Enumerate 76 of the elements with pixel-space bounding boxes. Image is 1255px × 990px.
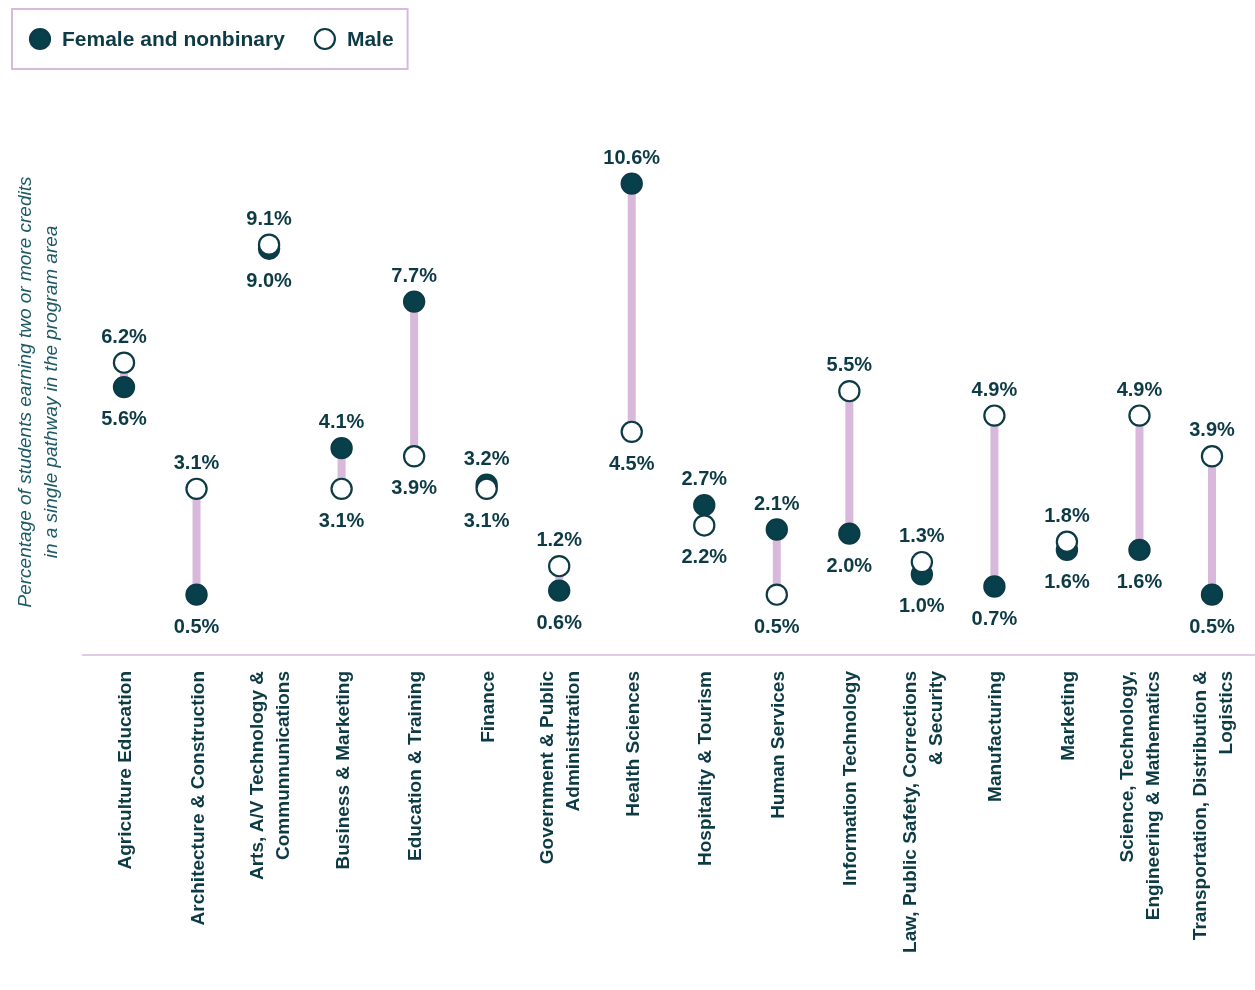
- data-label: 4.1%: [318, 410, 365, 433]
- data-label: 4.9%: [1116, 377, 1163, 400]
- data-label: 2.1%: [754, 491, 800, 514]
- point: [983, 575, 1006, 598]
- data-label: 9.0%: [246, 268, 293, 291]
- x-tick-label: Business & Marketing: [331, 671, 353, 870]
- point: [693, 493, 716, 517]
- legend-label: Male: [346, 27, 394, 50]
- point: [330, 436, 353, 460]
- data-label: 1.0%: [899, 594, 945, 617]
- data-label: 3.1%: [318, 508, 365, 531]
- data-label: 1.3%: [899, 524, 945, 547]
- data-label: 0.5%: [754, 614, 800, 637]
- point: [838, 379, 861, 403]
- data-label: 1.6%: [1044, 569, 1090, 592]
- x-tick-label: Health Sciences: [621, 671, 643, 817]
- point: [330, 477, 353, 500]
- data-label: 10.6%: [603, 145, 661, 168]
- point: [620, 172, 643, 195]
- point: [1128, 538, 1151, 562]
- data-label: 0.6%: [536, 610, 583, 633]
- point: [185, 583, 208, 606]
- data-label: 2.2%: [681, 545, 728, 568]
- x-tick-label: Law, Public Safety, Corrections & Security: [898, 670, 946, 953]
- x-tick-label: Manufacturing: [984, 671, 1006, 802]
- point: [1128, 404, 1151, 427]
- data-label: 4.5%: [608, 451, 655, 474]
- x-tick-label: Education & Training: [404, 671, 426, 862]
- point: [1200, 583, 1224, 606]
- x-tick-label: Agriculture Education: [114, 671, 135, 870]
- x-tick-label: Marketing: [1056, 671, 1078, 761]
- data-label: 5.5%: [826, 353, 873, 376]
- data-label: 1.8%: [1044, 503, 1090, 526]
- point: [1055, 530, 1079, 553]
- point: [1200, 445, 1224, 468]
- x-tick-label: Finance: [476, 671, 498, 743]
- point: [402, 445, 426, 468]
- data-label: 3.2%: [463, 446, 510, 469]
- point: [765, 518, 788, 541]
- data-label: 2.7%: [681, 467, 728, 490]
- data-label: 0.5%: [173, 614, 220, 637]
- data-label: 3.9%: [1189, 418, 1236, 441]
- point: [402, 290, 426, 313]
- data-label: 6.2%: [101, 324, 148, 347]
- point: [838, 522, 861, 545]
- data-label: 3.1%: [173, 450, 220, 473]
- legend-label: Female and nonbinary: [62, 27, 286, 50]
- x-tick-label: Science, Technology, Engineering & Mathematics: [1116, 671, 1164, 921]
- point: [910, 550, 934, 574]
- x-tick-label: Government & Public Administtration: [536, 670, 584, 865]
- data-label: 9.1%: [246, 206, 293, 229]
- data-label: 1.6%: [1116, 569, 1163, 592]
- x-tick-label: Information Technology: [839, 670, 861, 886]
- point: [983, 404, 1006, 427]
- data-label: 0.7%: [971, 606, 1018, 629]
- point: [548, 579, 571, 602]
- data-label: 2.0%: [826, 553, 873, 576]
- x-tick-label: Transportation, Distribution & Logistics: [1189, 670, 1236, 941]
- point: [765, 583, 788, 606]
- point: [693, 514, 716, 537]
- point: [620, 420, 643, 444]
- data-label: 3.1%: [463, 508, 510, 531]
- data-label: 4.9%: [971, 377, 1018, 400]
- point: [548, 554, 571, 578]
- data-label: 0.5%: [1189, 614, 1236, 637]
- x-tick-label: Hospitality & Tourism: [694, 671, 716, 866]
- x-tick-label: Architecture & Construction: [186, 671, 208, 926]
- data-label: 5.6%: [101, 407, 148, 430]
- y-axis-title: Percentage of students earning two or more credits in a single pathway in the program area: [14, 176, 61, 608]
- data-label: 3.9%: [391, 476, 438, 499]
- x-tick-label: Human Services: [766, 671, 788, 819]
- point: [112, 351, 136, 374]
- data-label: 7.7%: [391, 263, 438, 286]
- point: [185, 477, 208, 500]
- x-tick-label: Arts, A/V Technology & Communnunications: [246, 670, 294, 881]
- data-label: 1.2%: [536, 528, 583, 551]
